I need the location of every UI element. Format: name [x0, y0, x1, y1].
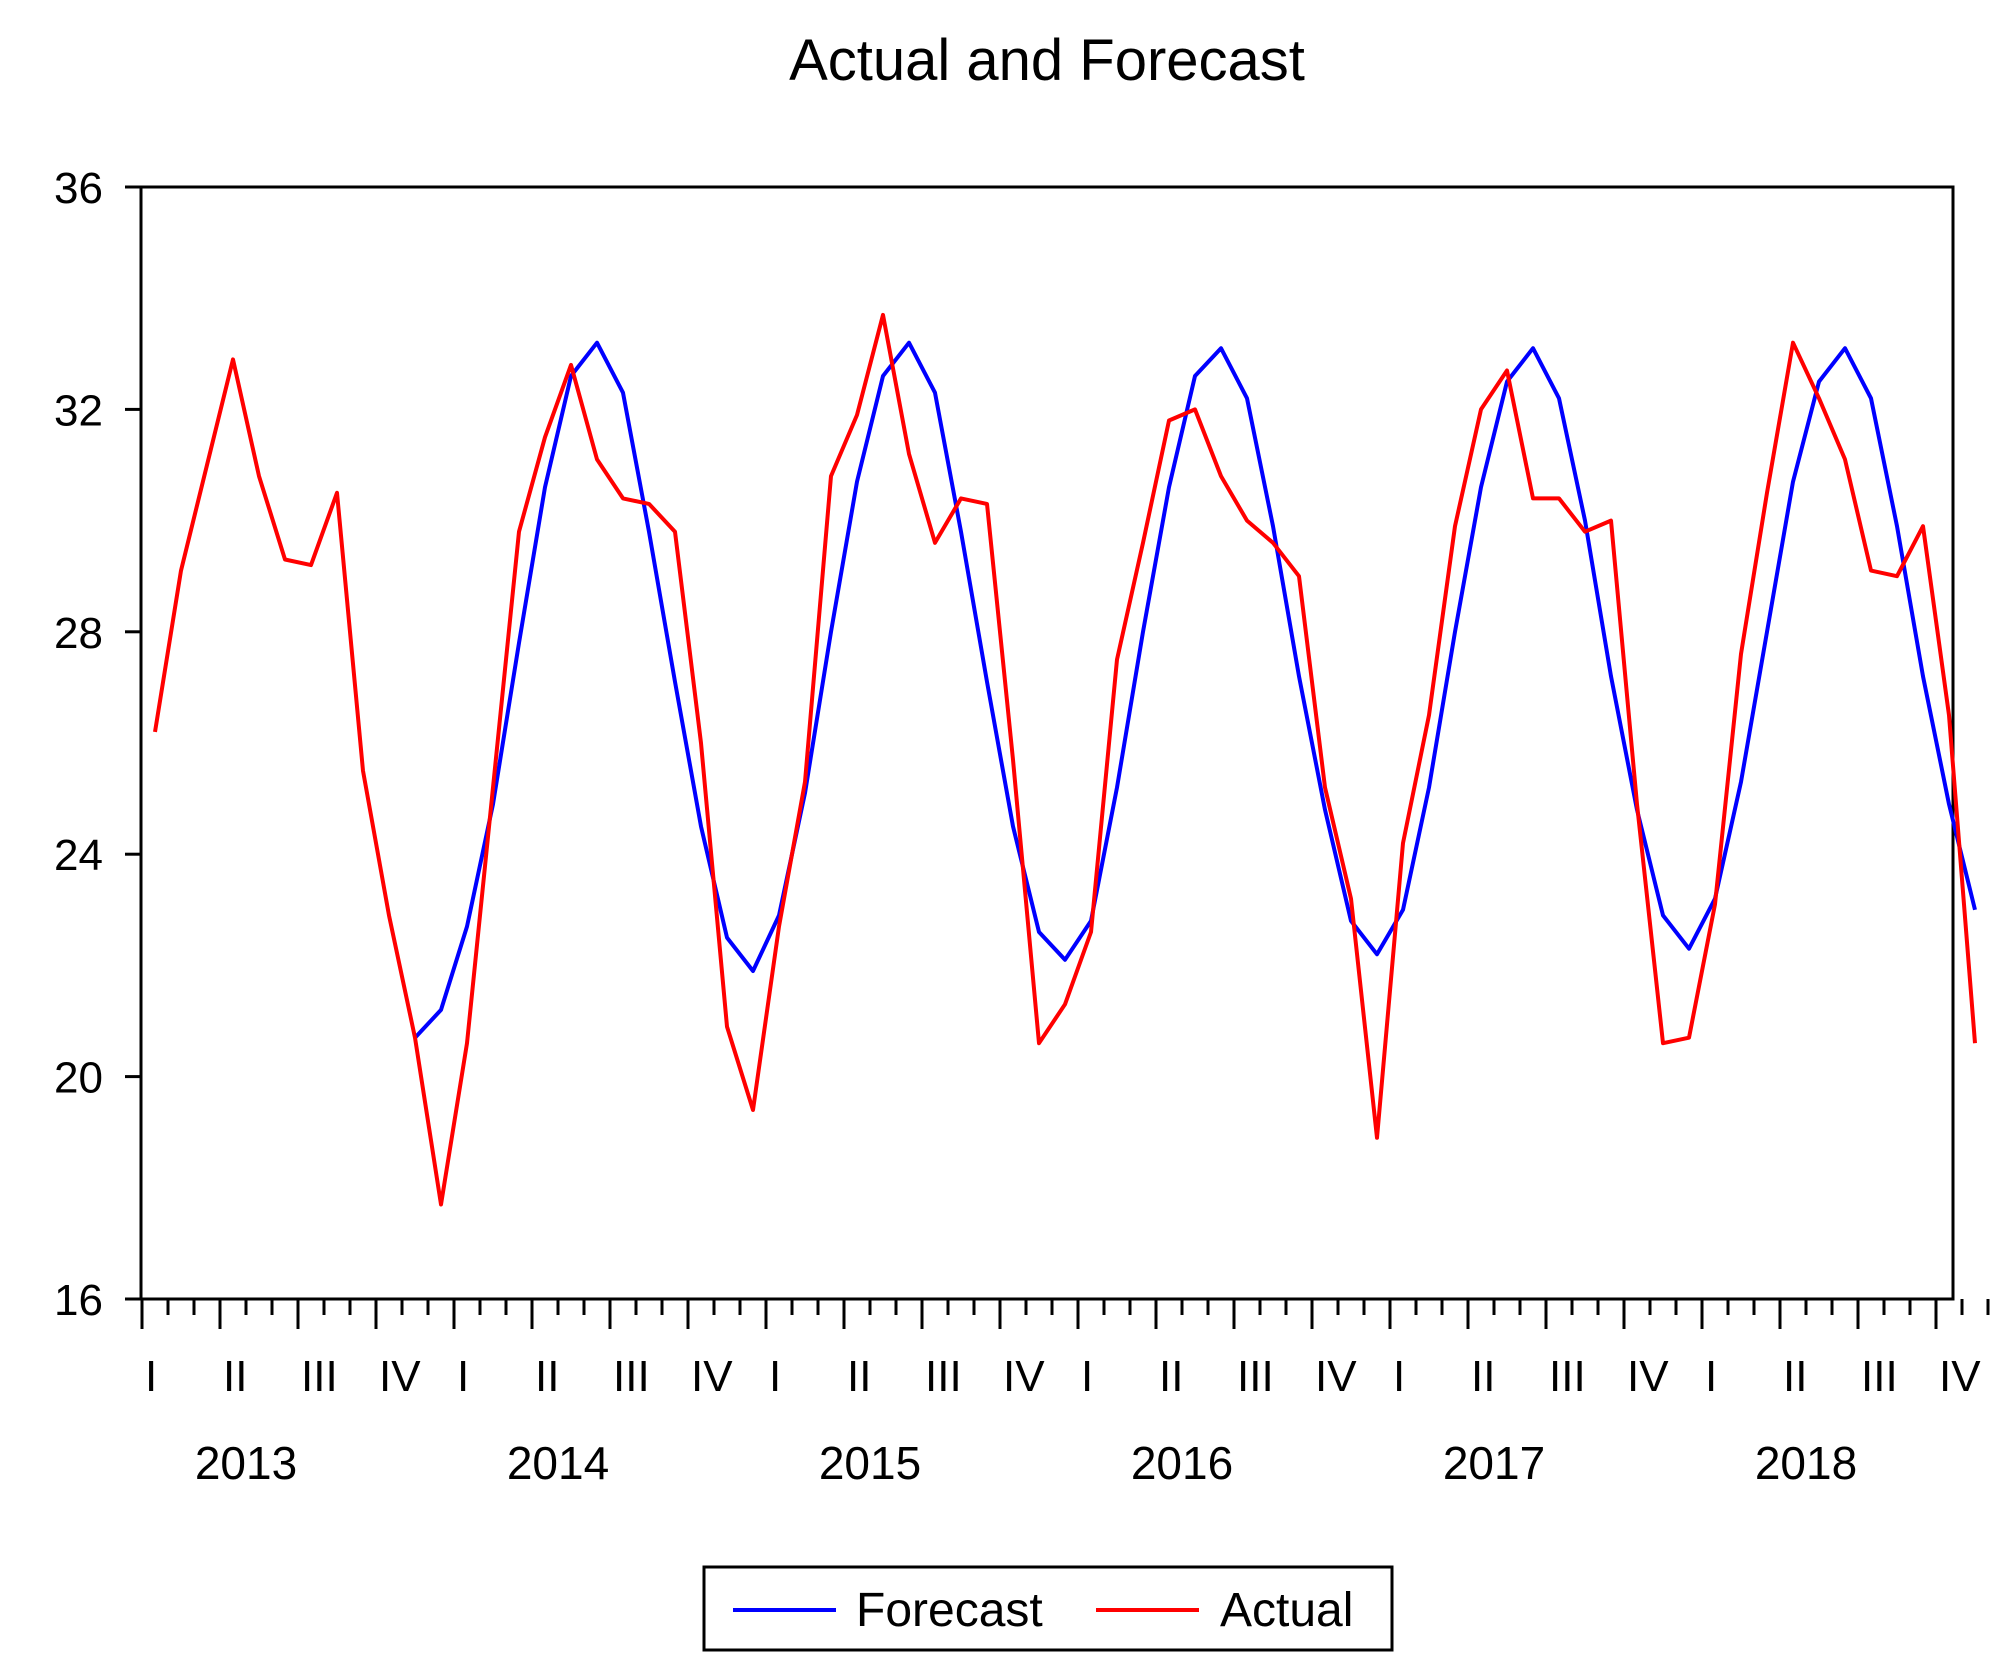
legend: Forecast Actual: [702, 1565, 1394, 1652]
x-year-label: 2016: [1131, 1437, 1233, 1489]
y-tick-label: 20: [54, 1054, 103, 1103]
x-quarter-label: IV: [1003, 1352, 1045, 1401]
x-year-label: 2013: [195, 1437, 297, 1489]
series-line-forecast: [413, 340, 1977, 1040]
x-quarter-label: I: [1393, 1352, 1405, 1401]
x-quarter-label: III: [1237, 1352, 1274, 1401]
series-line-actual: [153, 312, 1977, 1207]
x-year-label: 2015: [819, 1437, 921, 1489]
y-tick-label: 28: [54, 609, 103, 658]
x-quarter-label: IV: [1627, 1352, 1669, 1401]
x-quarter-label: I: [145, 1352, 157, 1401]
x-quarter-label: II: [847, 1352, 871, 1401]
y-tick-label: 32: [54, 386, 103, 435]
x-quarter-label: I: [769, 1352, 781, 1401]
x-year-label: 2014: [507, 1437, 609, 1489]
legend-forecast-label: Forecast: [856, 1584, 1043, 1637]
y-tick-label: 36: [54, 164, 103, 213]
x-quarter-label: I: [1705, 1352, 1717, 1401]
x-quarter-label: II: [1783, 1352, 1807, 1401]
chart-title: Actual and Forecast: [789, 28, 1305, 93]
y-tick-label: 16: [54, 1276, 103, 1325]
x-quarter-label: III: [925, 1352, 962, 1401]
x-quarter-label: I: [1081, 1352, 1093, 1401]
x-quarter-label: II: [223, 1352, 247, 1401]
x-quarter-label: II: [1471, 1352, 1495, 1401]
y-tick-label: 24: [54, 831, 103, 880]
x-quarter-label: I: [457, 1352, 469, 1401]
series-layer: [153, 312, 1977, 1207]
x-year-label: 2017: [1443, 1437, 1545, 1489]
x-quarter-label: IV: [1939, 1352, 1981, 1401]
x-quarter-label: IV: [691, 1352, 733, 1401]
x-quarter-label: II: [1159, 1352, 1183, 1401]
x-quarter-label: III: [301, 1352, 338, 1401]
plot-area-frame: [139, 185, 1955, 1301]
x-quarter-label: IV: [1315, 1352, 1357, 1401]
x-quarter-label: II: [535, 1352, 559, 1401]
legend-actual-label: Actual: [1220, 1584, 1353, 1637]
x-year-label: 2018: [1755, 1437, 1857, 1489]
x-quarter-label: III: [1549, 1352, 1586, 1401]
x-quarter-label: IV: [379, 1352, 421, 1401]
x-quarter-label: III: [613, 1352, 650, 1401]
x-quarter-label: III: [1861, 1352, 1898, 1401]
y-axis: 16 20 24 28 32 36: [54, 164, 141, 1325]
